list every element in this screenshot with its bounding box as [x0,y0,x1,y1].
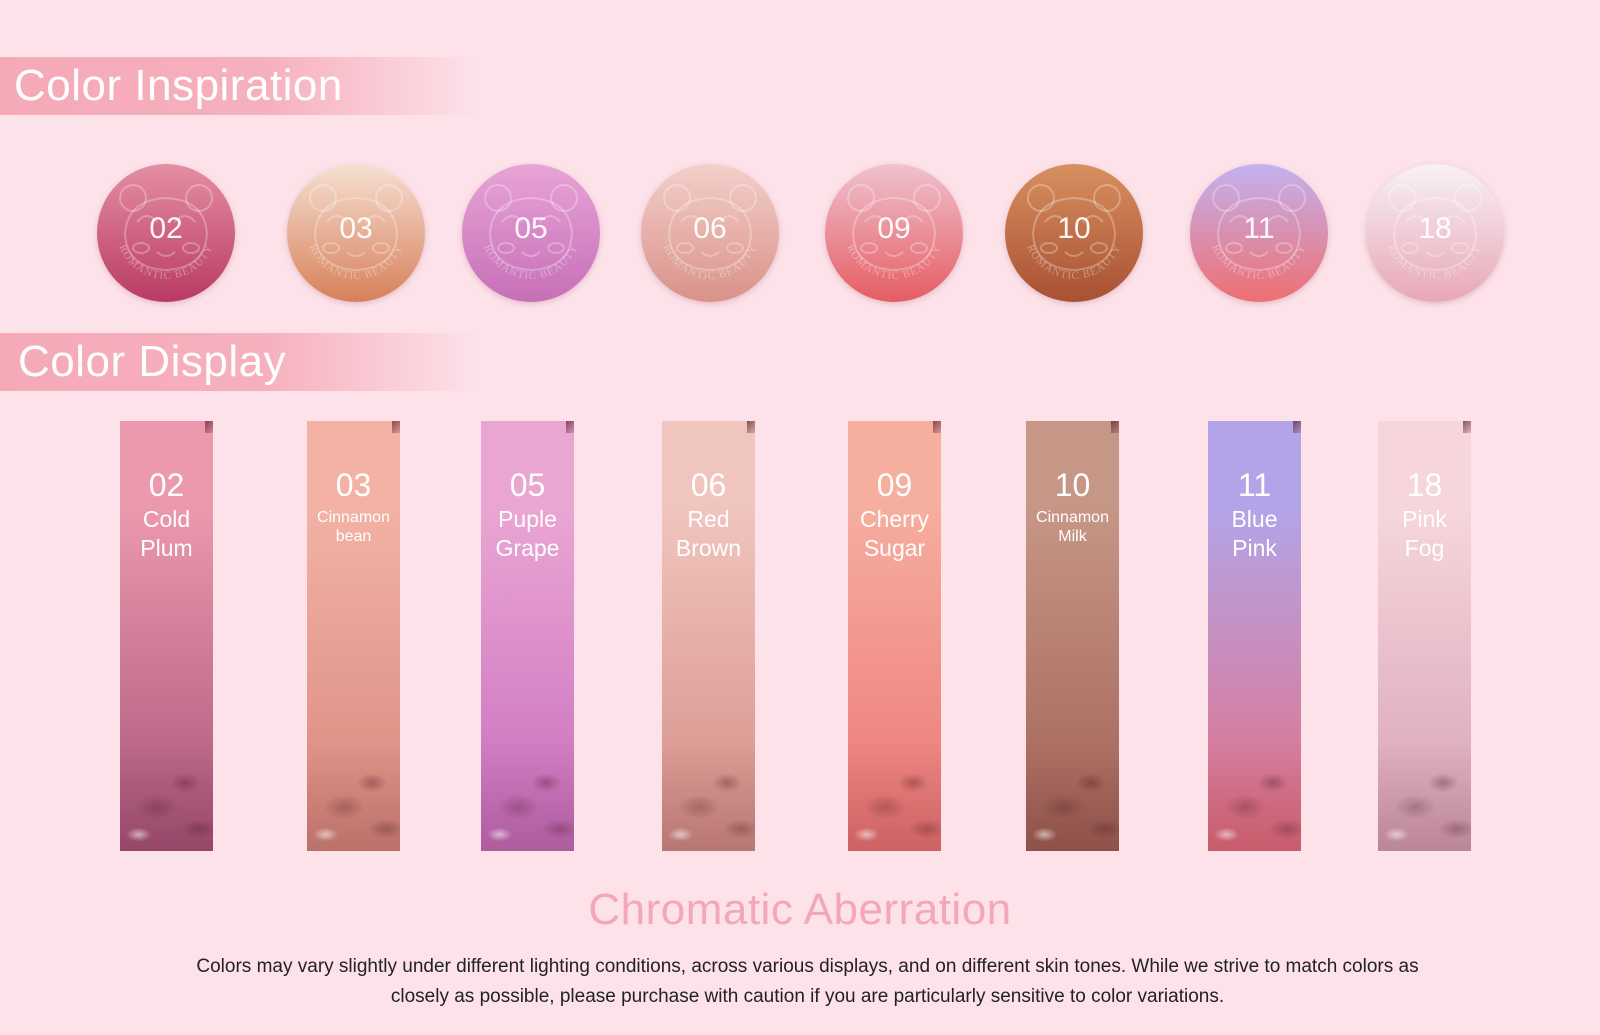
color-swatch-03: 03 Cinnamon bean [307,421,400,851]
swatch-shade-name: Puple Grape [495,506,560,561]
embossed-brand-text: ROMANTIC BEAUTY [116,243,214,282]
chromatic-aberration-title: Chromatic Aberration [588,885,1012,934]
swatch-shade-name: Cherry Sugar [859,506,929,561]
embossed-bear-icon: ROMANTIC BEAUTY [1209,184,1308,282]
color-swatch-10: 10 Cinnamon Milk [1026,421,1119,851]
swatch-shade-name: Cinnamon Milk [1036,509,1109,545]
blush-compact-02: ROMANTIC BEAUTY 02 [97,164,235,302]
compact-shade-number: 05 [514,212,548,245]
embossed-bear-icon: ROMANTIC BEAUTY [481,184,580,282]
color-inspiration-banner: Color Inspiration [0,57,480,115]
chromatic-aberration-note: Colors may vary slightly under different… [196,956,1419,1007]
compact-shade-number: 02 [149,212,183,245]
svg-text:ROMANTIC BEAUTY: ROMANTIC BEAUTY [1024,243,1123,282]
swatch-shade-name: Pink Fog [1402,506,1447,561]
embossed-bear-icon: ROMANTIC BEAUTY [844,184,943,282]
swatch-corner-shadow [933,421,941,433]
color-swatch-18: 18 Pink Fog [1378,421,1471,851]
compact-shade-number: 06 [693,212,727,245]
swatch-corner-shadow [392,421,400,433]
embossed-brand-text: ROMANTIC BEAUTY [1209,243,1307,282]
embossed-bear-icon: ROMANTIC BEAUTY [660,184,759,282]
swatch-corner-shadow [1111,421,1119,433]
swatch-powder-texture [662,741,755,851]
embossed-bear-icon: ROMANTIC BEAUTY [116,184,215,282]
swatch-powder-texture [307,741,400,851]
embossed-brand-text: ROMANTIC BEAUTY [844,243,942,282]
color-display-title: Color Display [18,337,287,386]
embossed-brand-text: ROMANTIC BEAUTY [1024,243,1122,282]
color-inspiration-title: Color Inspiration [14,61,343,110]
svg-text:ROMANTIC BEAUTY: ROMANTIC BEAUTY [844,243,943,282]
swatch-shade-name: Red Brown [675,506,742,561]
svg-text:ROMANTIC BEAUTY: ROMANTIC BEAUTY [306,243,405,282]
color-swatch-06: 06 Red Brown [662,421,755,851]
embossed-brand-text: ROMANTIC BEAUTY [481,243,579,282]
blush-compact-06: ROMANTIC BEAUTY 06 [641,164,779,302]
color-display-banner: Color Display [0,333,480,391]
swatch-powder-texture [1026,741,1119,851]
swatch-shade-name: Cinnamon bean [317,509,390,545]
blush-compact-18: ROMANTIC BEAUTY 18 [1366,164,1504,302]
compact-shade-number: 10 [1057,212,1091,245]
swatch-shade-number: 09 [876,467,913,503]
swatch-shade-number: 05 [509,467,546,503]
compact-shade-number: 09 [877,212,911,245]
embossed-brand-text: ROMANTIC BEAUTY [306,243,404,282]
swatch-shade-name: Cold Plum [140,506,193,561]
blush-compact-05: ROMANTIC BEAUTY 05 [462,164,600,302]
embossed-bear-icon: ROMANTIC BEAUTY [306,184,405,282]
color-swatch-05: 05 Puple Grape [481,421,574,851]
swatch-powder-texture [1378,741,1471,851]
color-swatch-11: 11 Blue Pink [1208,421,1301,851]
compact-shade-number: 03 [339,212,373,245]
svg-text:ROMANTIC BEAUTY: ROMANTIC BEAUTY [116,243,215,282]
svg-text:ROMANTIC BEAUTY: ROMANTIC BEAUTY [1209,243,1308,282]
swatch-shade-number: 02 [148,467,185,503]
swatch-shade-number: 18 [1406,467,1443,503]
swatch-shade-number: 03 [335,467,372,503]
swatch-shade-number: 11 [1237,467,1272,503]
color-swatch-09: 09 Cherry Sugar [848,421,941,851]
swatch-powder-texture [481,741,574,851]
blush-compact-03: ROMANTIC BEAUTY 03 [287,164,425,302]
blush-compact-10: ROMANTIC BEAUTY 10 [1005,164,1143,302]
compact-shade-number: 11 [1243,212,1275,245]
embossed-brand-text: ROMANTIC BEAUTY [1385,243,1483,282]
swatch-powder-texture [1208,741,1301,851]
swatch-powder-texture [120,741,213,851]
swatch-corner-shadow [1463,421,1471,433]
swatch-corner-shadow [1293,421,1301,433]
blush-compact-11: ROMANTIC BEAUTY 11 [1190,164,1328,302]
embossed-bear-icon: ROMANTIC BEAUTY [1024,184,1123,282]
swatch-shade-number: 06 [690,467,727,503]
color-swatch-02: 02 Cold Plum [120,421,213,851]
svg-text:ROMANTIC BEAUTY: ROMANTIC BEAUTY [1385,243,1484,282]
swatch-shade-name: Blue Pink [1231,506,1278,561]
compact-shade-number: 18 [1418,212,1452,245]
blush-compact-09: ROMANTIC BEAUTY 09 [825,164,963,302]
swatch-corner-shadow [566,421,574,433]
svg-text:ROMANTIC BEAUTY: ROMANTIC BEAUTY [660,243,759,282]
embossed-brand-text: ROMANTIC BEAUTY [660,243,758,282]
swatch-powder-texture [848,741,941,851]
embossed-bear-icon: ROMANTIC BEAUTY [1385,184,1484,282]
swatch-shade-number: 10 [1054,467,1091,503]
swatch-corner-shadow [747,421,755,433]
swatch-corner-shadow [205,421,213,433]
svg-text:ROMANTIC BEAUTY: ROMANTIC BEAUTY [481,243,580,282]
